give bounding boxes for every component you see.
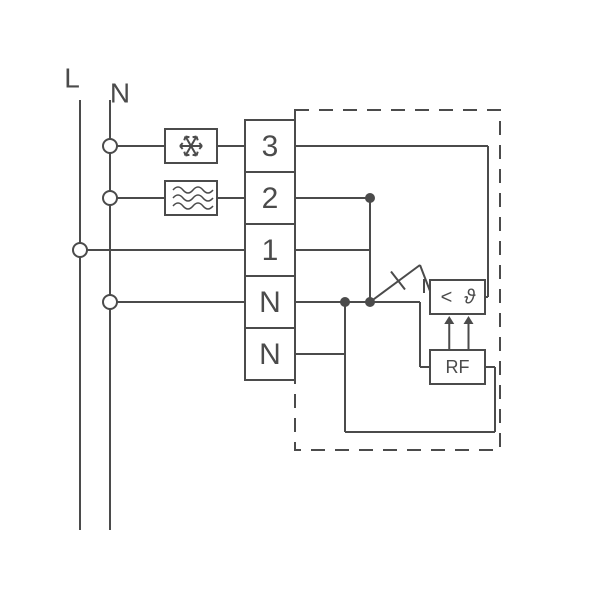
line <box>184 136 185 140</box>
line <box>197 152 198 156</box>
wiring-diagram: LN321NN<ϑRF <box>0 0 600 600</box>
terminal-label: N <box>259 286 281 319</box>
comparator-theta: ϑ <box>464 286 476 308</box>
circle <box>103 295 117 309</box>
circle <box>103 191 117 205</box>
label-N: N <box>110 77 130 108</box>
line <box>391 272 405 290</box>
arrow-up-icon <box>444 316 454 324</box>
rf-label: RF <box>446 357 470 377</box>
arrow-up-icon <box>464 316 474 324</box>
line <box>184 152 185 156</box>
comparator-box <box>430 280 485 314</box>
label-L: L <box>64 62 80 93</box>
heating-module <box>165 181 217 215</box>
circle <box>73 243 87 257</box>
line <box>193 136 197 137</box>
terminal-label: 2 <box>262 182 279 215</box>
comparator-lt: < <box>441 286 453 308</box>
terminal-label: 3 <box>262 130 279 163</box>
circle <box>103 139 117 153</box>
terminal-label: 1 <box>262 234 279 267</box>
terminal-label: N <box>259 338 281 371</box>
line <box>197 136 198 140</box>
line <box>186 155 190 156</box>
switch-arm <box>370 265 420 302</box>
